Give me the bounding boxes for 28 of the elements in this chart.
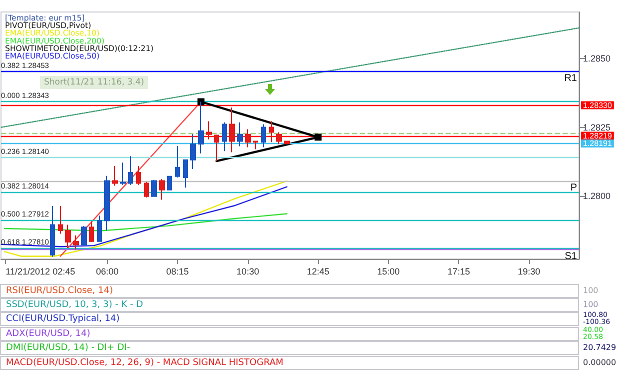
ref-line-label: 1.28191 [583,138,612,148]
x-tick-label: 15:00 [377,266,400,276]
text: CCI(EUR/USD.Typical, 14) [6,313,120,325]
text: ADX(EUR/USD, 14) [6,328,90,340]
text: MACD(EUR/USD.Close, 12, 26, 9) - MACD SIGNAL HISTOGRAM [6,357,284,369]
y-tick-label: 1.2800 [583,190,611,201]
text: DMI(EUR/USD, 14) - DI+ DI- [6,342,130,354]
x-tick-label: 17:15 [447,266,470,276]
ref-line-label: S1 [564,250,578,262]
x-tick-label: 11/21/2012 02:45 [6,266,76,276]
text: 100 [582,286,600,295]
ref-line-label: 1.28330 [583,100,612,110]
y-tick-label: 1.2850 [583,54,611,64]
text: RSI(EUR/USD.Close, 14) [6,285,113,297]
x-tick-label: 12:45 [306,266,330,276]
annotation: Short(11/21 11:16, 3.4) [44,78,144,88]
y-tick-label: 1.2825 [583,122,611,132]
ref-line-label: P [570,182,578,194]
text: 0.00000 [582,358,618,367]
x-tick-label: 19:30 [518,266,540,276]
ref-line-label: R1 [564,73,578,84]
text: 100 [582,300,600,309]
ref-line-label: 1.28219 [583,131,612,140]
text: 20.7429 [582,343,618,352]
x-tick-label: 10:30 [236,266,260,276]
x-tick-label: 06:00 [96,266,118,276]
text: SSD(EUR/USD, 10, 3, 3) - K - D [6,299,144,311]
x-tick-label: 08:15 [166,266,189,276]
